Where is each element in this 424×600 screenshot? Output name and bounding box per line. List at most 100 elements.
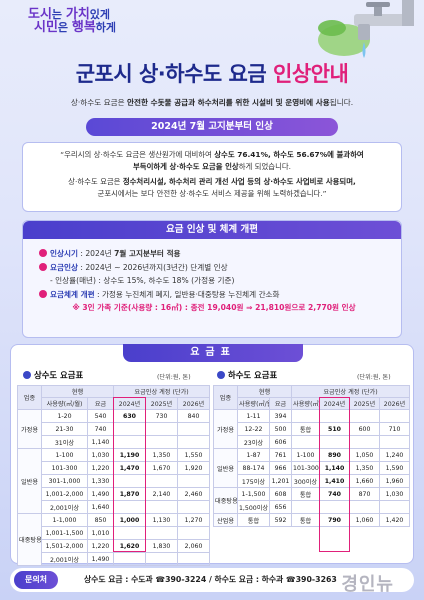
usage-cell: 1,500이상 xyxy=(237,500,270,514)
quote-bold: 부득이하게 상·하수도 요금을 인상 xyxy=(132,162,239,171)
rate-2024-cell: 1,870 xyxy=(113,487,147,501)
bullet-key: 요금체계 개편 xyxy=(50,289,95,299)
col-current-header: 현행 xyxy=(40,385,115,398)
rate-2024-cell: 1,470 xyxy=(113,461,147,475)
table-row: 가정용 1-20 540 630 730 840 xyxy=(17,409,211,449)
bullet-bold: 7월 고지분부터 적용 xyxy=(114,249,181,258)
col-current-header: 현행 xyxy=(236,385,293,398)
rate-2025-cell: 1,830 xyxy=(145,539,179,553)
table-row: 88-174 966 101-300 1,140 1,350 1,590 xyxy=(214,461,411,475)
table-row: 가정용 1-11 394 xyxy=(213,409,411,449)
rate-2025-cell xyxy=(145,552,179,566)
quote-bold: 상수도 76.41%, 하수도 56.67%에 불과하여 xyxy=(214,150,364,159)
rate-2025-cell: 2,140 xyxy=(145,487,179,501)
new-usage-cell: 통합 xyxy=(291,513,321,527)
rate-2025-cell: 1,660 xyxy=(349,474,381,488)
rate-cell: 1,220 xyxy=(86,539,115,553)
rate-2026-cell: 1,420 xyxy=(379,513,411,527)
rate-2025-cell xyxy=(349,435,381,449)
rate-2024-cell xyxy=(113,435,147,449)
sewer-rate-table: 업종 현행 요금인상 계정 (단가) 사용량(㎥/월) 요금 사용량(㎥/월) … xyxy=(213,385,411,527)
col-year-header: 2026년 xyxy=(177,397,211,410)
rate-2026-cell xyxy=(177,500,211,514)
col-year-header: 2024년 xyxy=(319,397,351,410)
usage-cell: 통합 xyxy=(237,513,270,527)
rate-2024-cell xyxy=(319,500,351,514)
rate-cell: 1,640 xyxy=(86,500,115,514)
rate-2024-cell xyxy=(319,435,351,449)
col-rate-header: 요금 xyxy=(268,397,293,410)
rate-2024-cell: 790 xyxy=(319,513,351,527)
rate-cell: 1,140 xyxy=(86,435,115,449)
rate-cell: 1,220 xyxy=(86,461,115,475)
col-rate-header: 요금 xyxy=(86,397,115,410)
rate-2024-cell: 740 xyxy=(319,487,351,501)
rate-cell: 500 xyxy=(268,422,293,436)
usage-cell: 175이상 xyxy=(237,474,270,488)
bullet-key: 인상시기 xyxy=(50,249,78,258)
rate-2026-cell xyxy=(177,435,211,449)
bullet-item: 요금체계 개편 : 가정용 누진체계 폐지, 일반용·대중탕용 누진체계 간소화 xyxy=(39,288,389,302)
rate-2025-cell: 1,350 xyxy=(145,448,179,462)
col-type-header: 업종 xyxy=(17,385,42,410)
usage-cell: 31이상 xyxy=(41,435,88,449)
table-row: 1,501-2,000 1,220 1,620 1,830 2,060 xyxy=(18,539,211,553)
rate-table-title: 요금표 xyxy=(123,344,303,362)
rate-2026-cell xyxy=(379,409,411,423)
new-usage-cell: 300이상 xyxy=(291,474,321,488)
rate-2025-cell: 1,050 xyxy=(349,448,381,462)
slogan-word: 은 xyxy=(57,21,72,34)
rate-2024-cell xyxy=(113,552,147,566)
new-usage-cell: 101-300 xyxy=(291,461,321,475)
water-unit: (단위:원, 톤) xyxy=(157,374,191,381)
slogan-word: 가치 xyxy=(65,7,90,22)
usage-cell: 12-22 xyxy=(237,422,270,436)
bullet-text: : 2024년 ~ 2026년까지(3년간) 단계별 인상 xyxy=(77,262,228,272)
rate-cell: 1,030 xyxy=(86,448,115,462)
usage-cell: 1-87 xyxy=(237,448,270,462)
reform-title: 요금 인상 및 체계 개편 xyxy=(23,221,401,239)
rate-cell: 540 xyxy=(86,409,115,423)
rate-2024-cell: 1,410 xyxy=(319,474,351,488)
rate-2025-cell xyxy=(349,409,381,423)
rate-2025-cell: 1,670 xyxy=(145,461,179,475)
usage-cell: 23이상 xyxy=(237,435,270,449)
table-row: 21-30 740 xyxy=(18,422,211,436)
usage-cell: 301-1,000 xyxy=(41,474,88,488)
rate-2026-cell xyxy=(177,474,211,488)
rate-2025-cell xyxy=(145,422,179,436)
rate-2025-cell: 1,060 xyxy=(349,513,381,527)
rate-2024-cell xyxy=(113,474,147,488)
table-row: 23이상 606 xyxy=(214,435,411,449)
usage-cell: 1-20 xyxy=(41,409,88,423)
quote-text: 상·하수도 요금은 xyxy=(68,177,123,186)
table-row: 12-22 500 통합 510 600 710 xyxy=(214,422,411,436)
rate-2026-cell xyxy=(177,422,211,436)
water-rate-table: 업종 현행 요금인상 계정 (단가) 사용량(㎥/월) 요금 2024년 202… xyxy=(17,385,211,566)
rate-cell: 606 xyxy=(268,435,293,449)
rate-2026-cell xyxy=(177,526,211,540)
rate-2025-cell xyxy=(145,500,179,514)
quote-text: “우리시의 상·하수도 요금은 생산원가에 대비하여 xyxy=(60,150,215,159)
rate-cell: 592 xyxy=(268,513,293,527)
rate-2025-cell: 1,130 xyxy=(145,513,179,527)
watermark-logo: 경인뉴 xyxy=(341,574,394,595)
rate-2026-cell: 2,060 xyxy=(177,539,211,553)
col-year-header: 2024년 xyxy=(113,397,147,410)
new-usage-cell xyxy=(291,500,321,514)
usage-cell: 21-30 xyxy=(41,422,88,436)
faucet-icon xyxy=(318,0,414,58)
intro-bold: 안전한 수돗물 공급과 하수처리를 위한 시설비 및 운영비에 사용 xyxy=(126,98,330,107)
bullet-dot-icon xyxy=(39,249,47,257)
rate-cell: 1,010 xyxy=(86,526,115,540)
rate-2024-cell: 630 xyxy=(113,409,147,423)
bullet-text: : 가정용 누진체계 폐지, 일반용·대중탕용 누진체계 간소화 xyxy=(94,289,280,299)
rate-2026-cell: 2,460 xyxy=(177,487,211,501)
table-row: 1,001-1,500 1,010 xyxy=(18,526,211,540)
col-type-header: 업종 xyxy=(213,385,238,410)
rate-2025-cell: 600 xyxy=(349,422,381,436)
rate-2024-cell xyxy=(113,500,147,514)
quote-box: “우리시의 상·하수도 요금은 생산원가에 대비하여 상수도 76.41%, 하… xyxy=(22,142,402,212)
rate-2026-cell: 1,030 xyxy=(379,487,411,501)
sewer-unit: (단위:원, 톤) xyxy=(357,374,391,381)
